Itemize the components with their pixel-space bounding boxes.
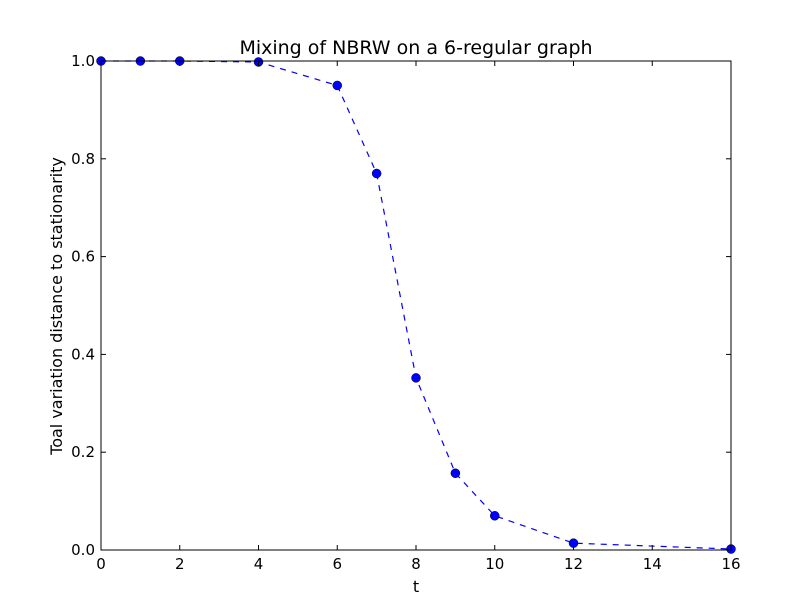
y-tick-label: 0.8	[71, 150, 95, 168]
x-tick-label: 2	[175, 555, 185, 573]
x-tick-label: 4	[254, 555, 264, 573]
data-point	[490, 511, 500, 521]
y-tick-label: 0.4	[71, 345, 95, 363]
x-tick-label: 14	[643, 555, 662, 573]
data-point	[371, 168, 382, 179]
data-point	[450, 468, 461, 478]
data-point	[332, 80, 342, 91]
chart-title: Mixing of NBRW on a 6-regular graph	[239, 37, 592, 59]
x-tick-label: 8	[411, 555, 421, 573]
x-tick-label: 0	[96, 555, 106, 573]
y-tick-label: 0.2	[71, 443, 95, 461]
data-point	[411, 373, 421, 383]
y-tick-label: 0.6	[71, 248, 95, 266]
y-tick-label: 1.0	[71, 52, 95, 70]
x-tick-label: 10	[485, 555, 504, 573]
plot-frame	[100, 60, 732, 551]
x-axis-label: t	[413, 577, 419, 596]
x-tick-label: 16	[721, 555, 740, 573]
tick-layer: 0 2 4 6 8 10 12 14 16 0.0 0.2 0.4 0.6 0.8 1.0	[71, 52, 740, 573]
y-axis-label: Toal variation distance to stationarity	[47, 157, 66, 456]
x-tick-label: 12	[564, 555, 583, 573]
y-tick-label: 0.0	[71, 541, 95, 559]
x-tick-label: 6	[332, 555, 342, 573]
series-line	[101, 60, 732, 550]
series-layer	[96, 56, 736, 554]
